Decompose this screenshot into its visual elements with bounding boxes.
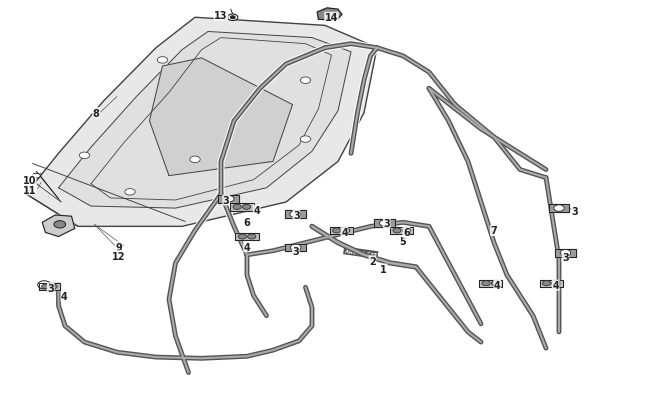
Text: 4: 4 xyxy=(61,292,68,301)
Polygon shape xyxy=(230,204,254,211)
Text: 5: 5 xyxy=(400,236,406,246)
Polygon shape xyxy=(26,18,377,227)
Polygon shape xyxy=(150,59,292,176)
Circle shape xyxy=(300,78,311,84)
Circle shape xyxy=(342,228,350,233)
Text: ARCTIC CAT: ARCTIC CAT xyxy=(344,248,377,258)
Text: 4: 4 xyxy=(244,242,250,252)
Text: 12: 12 xyxy=(112,251,125,261)
Circle shape xyxy=(32,174,40,179)
Polygon shape xyxy=(218,195,239,203)
Text: 10: 10 xyxy=(23,175,36,185)
Text: 4: 4 xyxy=(254,206,260,215)
Polygon shape xyxy=(540,280,563,287)
Polygon shape xyxy=(285,211,306,219)
Circle shape xyxy=(393,228,401,233)
Text: 3: 3 xyxy=(562,252,569,262)
Text: 3: 3 xyxy=(292,246,299,256)
Text: 11: 11 xyxy=(23,185,36,195)
Text: 13: 13 xyxy=(214,11,227,21)
Text: 4: 4 xyxy=(552,281,559,290)
Circle shape xyxy=(42,284,49,289)
Polygon shape xyxy=(285,244,306,252)
Circle shape xyxy=(38,281,51,289)
Text: 3: 3 xyxy=(293,211,300,220)
Circle shape xyxy=(233,205,241,210)
Polygon shape xyxy=(549,205,569,213)
Text: 6: 6 xyxy=(403,228,410,238)
Polygon shape xyxy=(39,284,60,290)
Circle shape xyxy=(224,196,234,202)
Text: 4: 4 xyxy=(341,228,348,238)
Circle shape xyxy=(300,136,311,143)
Circle shape xyxy=(125,189,135,196)
Circle shape xyxy=(402,228,411,233)
Circle shape xyxy=(157,58,168,64)
Circle shape xyxy=(50,284,57,289)
Text: 8: 8 xyxy=(93,109,99,118)
Polygon shape xyxy=(479,280,502,287)
Text: 9: 9 xyxy=(116,242,122,252)
Circle shape xyxy=(560,250,571,256)
Circle shape xyxy=(552,281,560,286)
Polygon shape xyxy=(555,249,576,257)
Polygon shape xyxy=(235,233,259,241)
Circle shape xyxy=(333,228,341,233)
Circle shape xyxy=(248,234,256,239)
Text: 6: 6 xyxy=(244,218,250,228)
Text: 3: 3 xyxy=(47,284,54,293)
Text: 4: 4 xyxy=(494,281,500,290)
Polygon shape xyxy=(42,215,75,237)
Text: 3: 3 xyxy=(384,219,390,228)
Circle shape xyxy=(239,234,246,239)
Text: 3: 3 xyxy=(572,207,578,216)
Circle shape xyxy=(190,157,200,163)
Circle shape xyxy=(290,211,300,218)
Text: 7: 7 xyxy=(491,226,497,236)
Polygon shape xyxy=(330,227,353,234)
Polygon shape xyxy=(317,9,342,21)
Text: 2: 2 xyxy=(369,256,376,266)
Polygon shape xyxy=(374,220,395,228)
Polygon shape xyxy=(390,227,413,234)
Circle shape xyxy=(291,245,301,251)
Circle shape xyxy=(54,221,66,228)
Circle shape xyxy=(380,220,390,227)
Circle shape xyxy=(230,17,235,20)
Text: 3: 3 xyxy=(223,196,229,205)
Circle shape xyxy=(242,205,251,210)
Text: 1: 1 xyxy=(380,264,387,274)
Circle shape xyxy=(491,281,500,286)
Circle shape xyxy=(482,281,490,286)
Circle shape xyxy=(227,15,238,21)
Text: 14: 14 xyxy=(325,13,338,23)
Circle shape xyxy=(554,205,564,212)
Circle shape xyxy=(79,153,90,159)
Polygon shape xyxy=(58,32,351,209)
Circle shape xyxy=(542,281,551,286)
